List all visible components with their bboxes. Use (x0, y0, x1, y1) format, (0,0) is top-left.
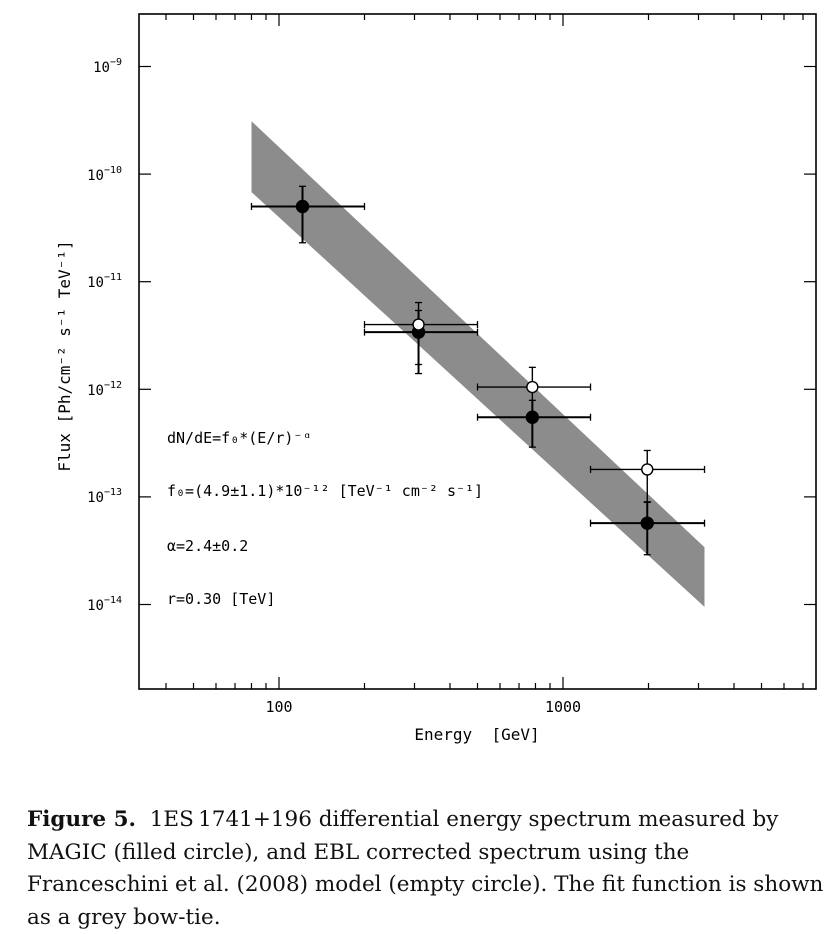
x-axis-label: Energy [GeV] (414, 725, 539, 744)
y-tick-label: 10−14 (87, 595, 122, 614)
y-axis-label: Flux [Ph/cm⁻² s⁻¹ TeV⁻¹] (55, 240, 74, 471)
ebl-corrected-point (476, 366, 592, 418)
x-tick-label: 1000 (545, 698, 581, 716)
fit-normalization: f₀=(4.9±1.1)*10⁻¹² [TeV⁻¹ cm⁻² s⁻¹] (167, 482, 483, 500)
empty-circle-marker (641, 463, 654, 476)
figure-caption: Figure 5. 1ES 1741+196 differential ener… (27, 804, 827, 934)
ebl-corrected-point (363, 301, 479, 366)
caption-text: 1ES 1741+196 differential energy spectru… (27, 807, 824, 930)
measured-point (250, 185, 366, 244)
y-tick-label: 10−10 (87, 165, 122, 184)
empty-circle-marker (412, 318, 425, 331)
y-tick-label: 10−11 (87, 272, 122, 291)
fit-bowtie (251, 121, 705, 607)
fit-index: α=2.4±0.2 (167, 537, 248, 555)
empty-circle-marker (526, 380, 539, 394)
fit-reference-energy: r=0.30 [TeV] (167, 590, 275, 608)
measured-point (589, 501, 706, 556)
y-tick-label: 10−13 (87, 487, 122, 506)
caption-label: Figure 5. (27, 807, 137, 832)
filled-circle-marker (640, 516, 654, 530)
filled-circle-marker (295, 199, 310, 214)
spectrum-chart: 10−9 10−10 10−11 10−12 10−13 10−14 100 1… (55, 13, 817, 744)
y-tick-label: 10−9 (93, 57, 122, 76)
measured-point (476, 399, 592, 448)
fit-formula: dN/dE=f₀*(E/r)⁻ᵅ (167, 429, 312, 447)
x-tick-label: 100 (265, 698, 292, 716)
y-tick-label: 10−12 (87, 380, 122, 399)
ebl-corrected-point (589, 449, 706, 503)
